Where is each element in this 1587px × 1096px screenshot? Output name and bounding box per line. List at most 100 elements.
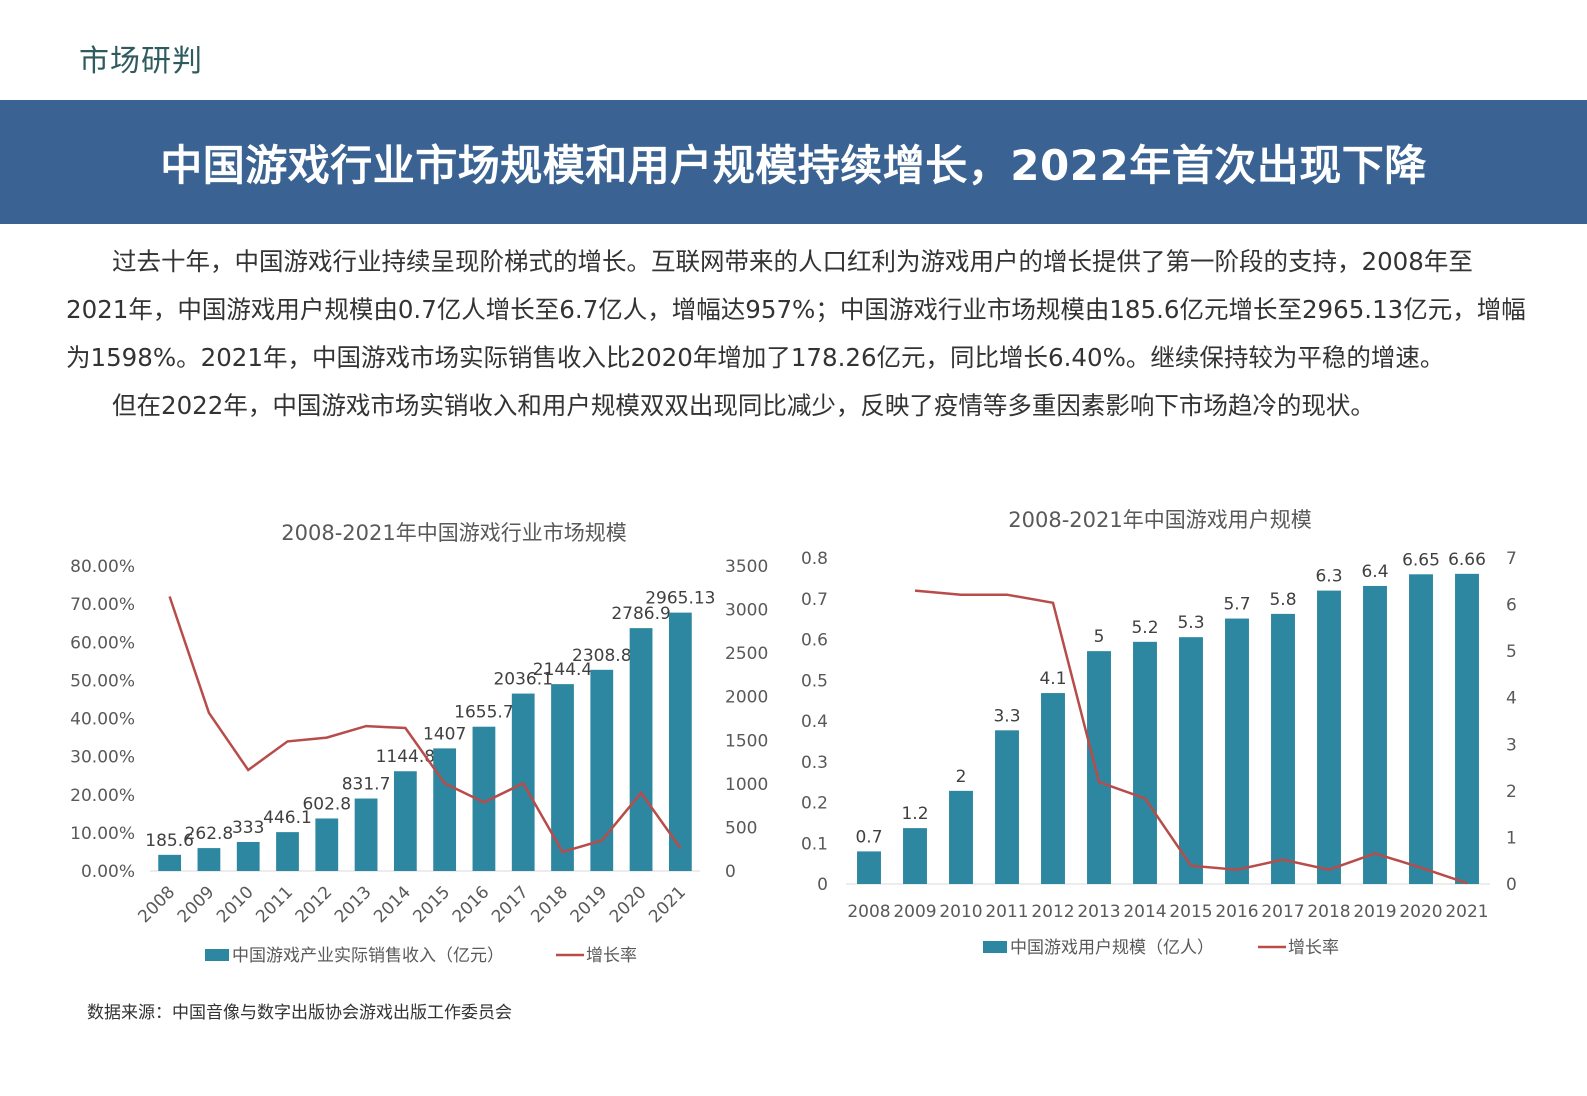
x-axis-tick-label: 2013 [331, 882, 376, 927]
paragraph-1: 过去十年，中国游戏行业持续呈现阶梯式的增长。互联网带来的人口红利为游戏用户的增长… [66, 247, 1526, 372]
bar [158, 854, 182, 871]
left-axis-tick-label: 20.00% [70, 786, 135, 806]
bar [1179, 637, 1203, 884]
page-title: 中国游戏行业市场规模和用户规模持续增长，2022年首次出现下降 [160, 140, 1427, 190]
bar-data-label: 1144.8 [376, 747, 435, 767]
bar-data-label: 2965.13 [645, 589, 715, 609]
right-axis-tick-label: 0 [725, 862, 736, 882]
bar-data-label: 3.3 [993, 706, 1020, 726]
bar-data-label: 2308.8 [572, 646, 631, 666]
data-source-note: 数据来源：中国音像与数字出版协会游戏出版工作委员会 [87, 1003, 512, 1023]
x-axis-tick-label: 2011 [985, 902, 1028, 922]
right-axis-tick-label: 3000 [725, 601, 768, 621]
bar [354, 798, 378, 871]
x-axis-tick-label: 2019 [567, 882, 612, 927]
left-axis-tick-label: 0.1 [801, 834, 828, 854]
legend-bar-label: 中国游戏用户规模（亿人） [1010, 938, 1214, 958]
x-axis-tick-label: 2021 [1445, 902, 1488, 922]
growth-rate-line [168, 596, 682, 854]
bar [433, 748, 457, 871]
right-axis-tick-label: 2500 [725, 644, 768, 664]
bar-data-label: 6.4 [1361, 562, 1388, 582]
x-axis-tick-label: 2010 [939, 902, 982, 922]
right-axis-tick-label: 500 [725, 818, 757, 838]
chart-title: 2008-2021年中国游戏行业市场规模 [281, 521, 626, 545]
left-axis-tick-label: 0.4 [801, 712, 828, 732]
right-axis-tick-label: 2000 [725, 688, 768, 708]
left-axis-tick-label: 0.2 [801, 794, 828, 814]
body-text: 过去十年，中国游戏行业持续呈现阶梯式的增长。互联网带来的人口红利为游戏用户的增长… [66, 238, 1526, 430]
bar [949, 790, 973, 884]
section-label: 市场研判 [79, 44, 203, 79]
right-axis-tick-label: 6 [1506, 596, 1517, 616]
bar [1133, 641, 1157, 884]
x-axis-tick-label: 2013 [1077, 902, 1120, 922]
bar-data-label: 262.8 [185, 824, 234, 844]
right-axis-tick-label: 1500 [725, 731, 768, 751]
bar [629, 628, 653, 871]
x-axis-tick-label: 2014 [1123, 902, 1166, 922]
bar-data-label: 2786.9 [611, 604, 670, 624]
bar [1087, 651, 1111, 884]
x-axis-tick-label: 2018 [1307, 902, 1350, 922]
x-axis-tick-label: 2008 [847, 902, 890, 922]
bar [472, 726, 496, 871]
x-axis-tick-label: 2017 [1261, 902, 1304, 922]
x-axis-tick-label: 2012 [292, 882, 337, 927]
x-axis-tick-label: 2015 [409, 882, 454, 927]
market-size-chart: 2008-2021年中国游戏行业市场规模 0.00% 10.00% 20.00% 30.… [40, 510, 780, 980]
bar-data-label: 2036.1 [493, 670, 552, 690]
bar-data-label: 831.7 [342, 775, 391, 795]
bar [1409, 574, 1433, 884]
bar-data-label: 333 [232, 818, 264, 838]
bar-data-label: 5.2 [1131, 618, 1158, 638]
bar-data-label: 602.8 [302, 794, 351, 814]
x-axis-tick-label: 2010 [213, 882, 258, 927]
x-axis-tick-label: 2016 [1215, 902, 1258, 922]
legend-line-label: 增长率 [1288, 938, 1339, 958]
bar-data-label: 6.3 [1315, 567, 1342, 587]
growth-rate-line [914, 589, 1468, 885]
paragraph-2: 但在2022年，中国游戏市场实销收入和用户规模双双出现同比减少，反映了疫情等多重… [112, 391, 1375, 420]
x-axis-tick-label: 2014 [370, 882, 415, 927]
right-axis-tick-label: 3500 [725, 557, 768, 577]
x-axis-tick-label: 2009 [174, 882, 219, 927]
user-scale-chart-svg: 2008-2021年中国游戏用户规模 0 0.1 0.2 0.3 0.4 0.5 0.6 0.7… [801, 508, 1517, 958]
bar-data-label: 0.7 [855, 827, 882, 847]
left-axis-tick-label: 0.6 [801, 631, 828, 651]
right-axis-tick-label: 4 [1506, 689, 1517, 709]
left-axis-tick-label: 0.5 [801, 671, 828, 691]
bar [551, 684, 574, 871]
legend-bar-label: 中国游戏产业实际销售收入（亿元） [232, 946, 504, 966]
x-axis-tick-label: 2019 [1353, 902, 1396, 922]
bar-data-label: 446.1 [263, 808, 312, 828]
bar [1271, 613, 1295, 884]
bar-data-label: 2 [956, 767, 967, 787]
bar-data-label: 5.8 [1269, 590, 1296, 610]
x-axis-tick-label: 2008 [134, 882, 179, 927]
bar [995, 730, 1019, 884]
bar [668, 612, 692, 871]
bar [197, 848, 221, 871]
x-axis-tick-label: 2012 [1031, 902, 1074, 922]
bar-data-label: 5 [1094, 627, 1105, 647]
x-axis-tick-label: 2018 [527, 882, 572, 927]
x-axis-tick-label: 2021 [645, 882, 690, 927]
x-axis-tick-label: 2017 [488, 882, 533, 927]
bar [1041, 693, 1065, 884]
bar-data-label: 5.3 [1177, 613, 1204, 633]
bar [393, 771, 417, 871]
left-axis-tick-label: 0 [817, 875, 828, 895]
user-scale-chart: 2008-2021年中国游戏用户规模 0 0.1 0.2 0.3 0.4 0.5 0.6 0.7… [790, 500, 1550, 970]
title-banner: 中国游戏行业市场规模和用户规模持续增长，2022年首次出现下降 [0, 100, 1587, 224]
left-axis-tick-label: 10.00% [70, 824, 135, 844]
bar-data-label: 6.66 [1448, 550, 1486, 570]
bar-data-label: 185.6 [145, 831, 194, 851]
left-axis-tick-label: 0.00% [81, 862, 135, 882]
right-axis-tick-label: 3 [1506, 735, 1517, 755]
bar-data-label: 2144.4 [533, 660, 592, 680]
left-axis-tick-label: 40.00% [70, 710, 135, 730]
left-axis-tick-label: 30.00% [70, 748, 135, 768]
left-axis-tick-label: 0.3 [801, 753, 828, 773]
bar [1225, 618, 1249, 884]
